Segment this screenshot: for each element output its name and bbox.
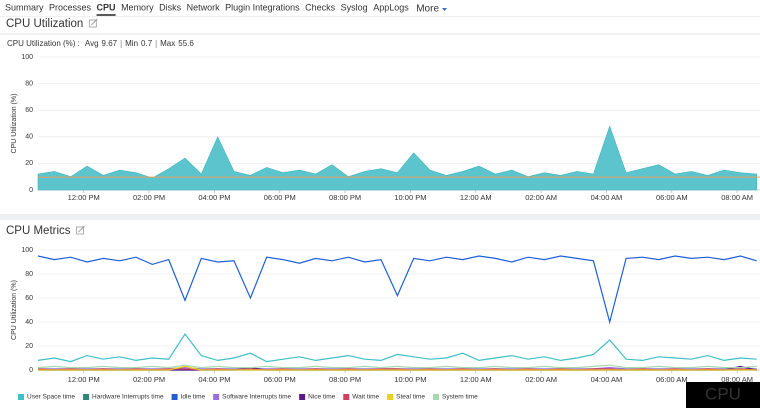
- line: [37, 255, 757, 325]
- x-tick-label: 08:00 AM: [721, 193, 753, 202]
- nav-tab[interactable]: Disks: [159, 2, 181, 12]
- nav-tab[interactable]: Processes: [49, 2, 92, 12]
- x-tick-label: 02:00 PM: [133, 375, 165, 384]
- edit-icon[interactable]: [88, 19, 97, 28]
- stat-max-label: Max: [160, 39, 175, 48]
- legend-swatch[interactable]: [171, 394, 178, 400]
- legend-label[interactable]: Hardware Interrupts time: [92, 394, 164, 401]
- y-axis-label: CPU Utilization (%): [11, 280, 18, 340]
- caption-box: [686, 382, 760, 408]
- nav-tab[interactable]: Network: [187, 2, 221, 12]
- stat-label: CPU Utilization (%) :: [7, 39, 80, 48]
- x-tick-label: 06:00 AM: [656, 375, 688, 384]
- nav-more[interactable]: More: [416, 4, 439, 15]
- nav-tab[interactable]: Memory: [121, 2, 154, 12]
- nav-tab[interactable]: Summary: [5, 2, 44, 12]
- nav-tab[interactable]: AppLogs: [373, 2, 409, 12]
- y-tick-label: 100: [21, 54, 33, 61]
- x-tick-label: 04:00 PM: [198, 375, 230, 384]
- x-tick-label: 02:00 PM: [133, 193, 165, 202]
- stat-min: 0.7: [141, 39, 153, 48]
- x-tick-label: 12:00 AM: [460, 193, 492, 202]
- stat-avg-label: Avg: [85, 39, 99, 48]
- nav-tab[interactable]: Plugin Integrations: [225, 2, 300, 12]
- legend-swatch[interactable]: [83, 394, 90, 400]
- x-tick-label: 02:00 AM: [525, 375, 557, 384]
- y-tick-label: 20: [25, 160, 33, 167]
- x-tick-label: 02:00 AM: [525, 193, 557, 202]
- caption: CPU: [705, 384, 741, 403]
- legend-swatch[interactable]: [213, 394, 220, 400]
- legend-swatch[interactable]: [299, 394, 306, 400]
- x-tick-label: 08:00 PM: [329, 375, 361, 384]
- y-tick-label: 80: [25, 271, 33, 278]
- legend-swatch[interactable]: [387, 394, 394, 400]
- y-tick-label: 60: [25, 295, 33, 302]
- y-tick-label: 20: [25, 343, 33, 350]
- nav-bar: [0, 0, 760, 16]
- x-tick-label: 12:00 AM: [460, 375, 492, 384]
- line: [37, 332, 757, 363]
- line: [37, 364, 757, 369]
- legend-label[interactable]: User Space time: [27, 394, 75, 401]
- panel-title: CPU Utilization: [6, 18, 83, 30]
- nav-tab[interactable]: Checks: [305, 2, 336, 12]
- x-tick-label: 06:00 AM: [656, 193, 688, 202]
- stat-min-label: Min: [125, 39, 138, 48]
- panel: [0, 220, 760, 408]
- panel-title: CPU Metrics: [6, 225, 71, 237]
- nav-tab[interactable]: CPU: [97, 2, 116, 12]
- edit-icon: [91, 18, 98, 26]
- x-tick-label: 12:00 PM: [68, 375, 100, 384]
- legend-label[interactable]: Software Interrupts time: [222, 394, 291, 401]
- x-tick-label: 10:00 PM: [394, 193, 426, 202]
- line: [38, 365, 757, 371]
- x-tick-label: 08:00 AM: [721, 375, 753, 384]
- y-tick-label: 100: [21, 247, 33, 254]
- x-tick-label: 04:00 AM: [591, 193, 623, 202]
- y-tick-label: 0: [29, 367, 33, 374]
- stat-max: 55.6: [178, 39, 194, 48]
- edit-icon[interactable]: [76, 226, 84, 235]
- legend-swatch[interactable]: [433, 394, 440, 400]
- y-tick-label: 80: [25, 80, 33, 87]
- legend-label[interactable]: Nice time: [308, 394, 335, 401]
- dropdown-arrow: [442, 8, 448, 11]
- x-tick-label: 06:00 PM: [264, 375, 296, 384]
- x-tick-label: 04:00 PM: [198, 193, 230, 202]
- legend-swatch[interactable]: [18, 394, 24, 400]
- legend-label[interactable]: Steal time: [396, 394, 425, 401]
- y-tick-label: 60: [25, 107, 33, 114]
- y-axis-label: CPU Utilization (%): [11, 94, 18, 154]
- x-tick-label: 04:00 AM: [591, 375, 623, 384]
- x-tick-label: 06:00 PM: [264, 193, 296, 202]
- stat-avg: 9.67: [102, 39, 118, 48]
- legend-label[interactable]: Idle time: [181, 394, 206, 401]
- legend-swatch[interactable]: [343, 394, 350, 400]
- legend-label[interactable]: System time: [442, 394, 478, 401]
- legend-label[interactable]: Wait time: [352, 394, 379, 401]
- y-tick-label: 0: [29, 187, 33, 194]
- edit-icon: [78, 225, 85, 233]
- x-tick-label: 12:00 PM: [68, 193, 100, 202]
- x-tick-label: 10:00 PM: [394, 375, 426, 384]
- y-tick-label: 40: [25, 319, 33, 326]
- x-tick-label: 08:00 PM: [329, 193, 361, 202]
- y-tick-label: 40: [25, 134, 33, 141]
- nav-tab[interactable]: Syslog: [341, 2, 368, 12]
